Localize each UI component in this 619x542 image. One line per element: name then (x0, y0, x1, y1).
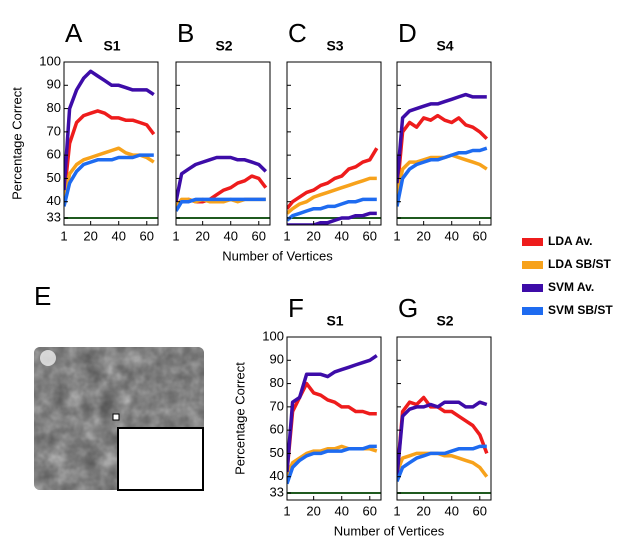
plot-frame (396, 336, 492, 501)
series-line (287, 176, 377, 215)
y-tick-label: 60 (47, 147, 61, 162)
panel-letter: E (34, 281, 51, 311)
x-tick-label: 60 (473, 228, 487, 243)
y-tick-label: 60 (270, 422, 284, 437)
x-tick-label: 40 (111, 228, 125, 243)
series-line (64, 153, 154, 207)
series-line (287, 354, 378, 473)
panel-title: S2 (215, 38, 232, 54)
y-axis-label: Percentage Correct (9, 87, 24, 200)
panel-title: S2 (436, 313, 453, 329)
plot-frame (63, 61, 159, 226)
x-tick-label: 20 (195, 228, 209, 243)
x-axis-label: Number of Vertices (222, 248, 333, 263)
x-tick-label: 1 (393, 503, 400, 518)
series-line (397, 146, 488, 207)
x-tick-label: 60 (473, 503, 487, 518)
y-tick-label: 50 (47, 170, 61, 185)
plot-frame (286, 336, 382, 501)
x-tick-label: 20 (416, 503, 430, 518)
x-tick-label: 40 (444, 228, 458, 243)
series-line (397, 113, 489, 193)
series-line (287, 211, 377, 225)
series-line (397, 92, 487, 184)
series-line (397, 395, 489, 477)
x-tick-label: 20 (416, 228, 430, 243)
x-tick-label: 60 (363, 228, 377, 243)
legend-label: SVM Av. (548, 280, 594, 294)
legend-label: SVM SB/ST (548, 303, 613, 317)
x-tick-label: 20 (83, 228, 97, 243)
panel: C S3 1 20 40 60 (283, 18, 382, 243)
panel-title: S1 (103, 38, 120, 54)
panel-letter: A (65, 18, 83, 48)
series-line (397, 451, 489, 478)
panel: G S2 1 20 40 60 (393, 293, 492, 518)
plot-frame (175, 61, 271, 226)
panel-title: S4 (436, 38, 453, 54)
panel-title: S3 (326, 38, 343, 54)
y-tick-label: 100 (39, 53, 61, 68)
legend-label: LDA SB/ST (548, 257, 612, 271)
panel-title: S1 (326, 313, 343, 329)
series-line (287, 147, 379, 210)
series-line (176, 155, 268, 203)
panel-letter: B (177, 18, 194, 48)
series-line (397, 153, 488, 196)
y-tick-label: 90 (270, 352, 284, 367)
y-axis-label: Percentage Correct (232, 362, 247, 475)
y-tick-label: 50 (270, 445, 284, 460)
plot-frame (286, 61, 382, 226)
series-line (176, 197, 266, 212)
series-line (64, 109, 156, 198)
series-line (287, 197, 377, 222)
x-tick-label: 60 (252, 228, 266, 243)
x-tick-label: 40 (223, 228, 237, 243)
x-tick-label: 1 (393, 228, 400, 243)
x-tick-label: 40 (334, 228, 348, 243)
y-tick-label: 70 (270, 398, 284, 413)
y-tick-label: 33 (47, 209, 61, 224)
x-tick-label: 1 (283, 228, 290, 243)
x-tick-label: 60 (363, 503, 377, 518)
x-tick-label: 20 (306, 228, 320, 243)
x-tick-label: 1 (60, 228, 67, 243)
series-line (287, 444, 377, 485)
series-line (64, 69, 155, 191)
x-tick-label: 1 (283, 503, 290, 518)
panel-e-image (34, 347, 204, 491)
y-tick-label: 90 (47, 77, 61, 92)
y-tick-label: 80 (270, 375, 284, 390)
plot-frame (396, 61, 492, 226)
x-tick-label: 20 (306, 503, 320, 518)
panel-letter: D (398, 18, 417, 48)
y-tick-label: 70 (47, 123, 61, 138)
panel: B S2 1 20 40 60 (172, 18, 271, 243)
panel-letter: F (288, 293, 304, 323)
panel-letter: C (288, 18, 307, 48)
y-tick-label: 100 (262, 328, 284, 343)
x-axis-label: Number of Vertices (334, 523, 445, 538)
series-line (397, 400, 488, 477)
y-tick-label: 40 (270, 468, 284, 483)
y-tick-label: 40 (47, 193, 61, 208)
panel-letter: G (398, 293, 418, 323)
y-tick-label: 80 (47, 100, 61, 115)
x-tick-label: 1 (172, 228, 179, 243)
x-tick-label: 60 (140, 228, 154, 243)
legend-label: LDA Av. (548, 234, 592, 248)
y-tick-label: 33 (270, 484, 284, 499)
series-line (397, 444, 487, 483)
panel: D S4 1 20 40 60 (393, 18, 492, 243)
x-tick-label: 40 (334, 503, 348, 518)
x-tick-label: 40 (444, 503, 458, 518)
